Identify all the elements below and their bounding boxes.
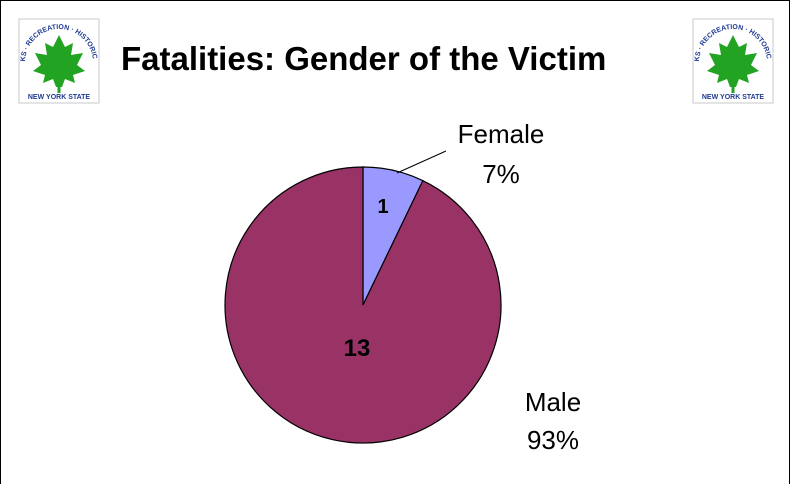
nys-parks-logo-icon: OFFICE OF PARKS · RECREATION · HISTORIC … <box>682 8 781 109</box>
percent-label-female: 7% <box>482 159 520 189</box>
data-label-female: 1 <box>377 196 388 218</box>
data-label-male: 13 <box>344 335 371 362</box>
percent-label-male: 93% <box>527 425 579 455</box>
nys-parks-logo-icon: OFFICE OF PARKS · RECREATION · HISTORIC … <box>8 8 107 109</box>
logo-text-bottom: NEW YORK STATE <box>28 94 91 101</box>
category-label-male: Male <box>525 387 581 417</box>
page-title: Fatalities: Gender of the Victim <box>121 40 607 77</box>
category-label-female: Female <box>458 119 545 149</box>
logo-text-bottom: NEW YORK STATE <box>702 94 765 101</box>
pie-slice-male <box>224 166 502 444</box>
leader-line-female <box>396 150 447 174</box>
